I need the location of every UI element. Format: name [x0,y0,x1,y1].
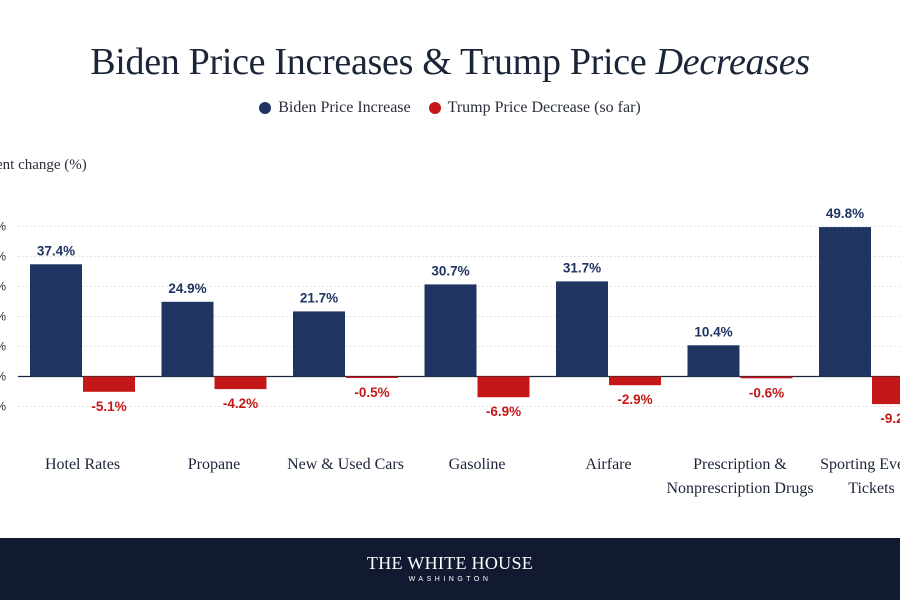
category-label: Airfare [585,456,631,473]
category-label-line: Tickets [848,480,895,497]
data-label-biden: 10.4% [694,324,732,339]
data-label-trump: -5.1% [91,399,126,414]
category-label-line: New & Used Cars [287,456,404,473]
y-tick-label: 30% [0,280,6,294]
y-tick-label: 40% [0,250,6,264]
category-label: Propane [188,456,240,473]
y-tick-label: -10% [0,400,6,414]
data-label-trump: -0.5% [354,385,389,400]
bar-biden [819,227,871,377]
bar-biden [556,281,608,377]
data-label-biden: 49.8% [826,206,864,221]
bar-biden [687,345,740,377]
y-tick-label: 50% [0,220,6,234]
legend-item-biden: Biden Price Increase [259,99,411,117]
y-tick-label: 0% [0,370,6,384]
legend-item-trump: Trump Price Decrease (so far) [428,99,641,117]
legend-swatch-biden [259,102,272,114]
footer-logo-subtitle: WASHINGTON [408,576,492,583]
data-label-trump: -9.2% [880,411,900,426]
category-label: Gasoline [449,456,506,473]
data-label-trump: -0.6% [749,385,784,400]
data-label-biden: 24.9% [168,281,206,296]
bar-trump [740,376,793,379]
bar-trump [83,376,135,392]
data-label-biden: 21.7% [300,290,338,305]
y-tick-label: 20% [0,310,6,324]
bar-trump [609,376,661,386]
data-label-trump: -2.9% [617,392,652,407]
data-label-biden: 30.7% [431,263,469,278]
bar-biden [30,264,82,377]
bar-trump [872,376,900,405]
bar-biden [424,284,477,377]
legend-label-biden: Biden Price Increase [278,99,411,116]
category-label: Sporting Events Tickets [820,456,900,497]
data-label-biden: 37.4% [37,243,75,258]
chart-title: Biden Price Increases & Trump Price Decr… [0,40,900,84]
legend-label-trump: Trump Price Decrease (so far) [447,99,641,116]
bar-biden [293,311,345,377]
data-label-biden: 31.7% [563,260,601,275]
category-label-line: Hotel Rates [45,456,120,473]
data-label-trump: -6.9% [486,404,521,419]
category-label-line: Gasoline [449,456,506,473]
bar-trump [477,376,530,398]
category-label: Prescription & Nonprescription Drugs [666,456,813,497]
category-label-line: Propane [188,456,240,473]
category-label-line: Airfare [585,456,631,473]
category-label-line: Nonprescription Drugs [666,480,813,497]
chart-legend: Biden Price Increase Trump Price Decreas… [0,99,900,117]
category-label: New & Used Cars [287,456,404,473]
chart-title-emphasis: Decreases [655,41,810,83]
legend-swatch-trump [428,102,441,114]
bar-trump [214,376,267,390]
bar-biden [161,301,214,377]
bar-trump [346,376,398,378]
y-axis-label: ent change (%) [0,157,87,173]
y-tick-label: 10% [0,340,6,354]
data-label-trump: -4.2% [223,396,258,411]
category-label: Hotel Rates [45,456,120,473]
chart-title-text: Biden Price Increases & Trump Price [90,41,647,83]
footer-banner: THE WHITE HOUSE WASHINGTON [0,538,900,600]
footer-logo-title: THE WHITE HOUSE [366,553,534,573]
bar-chart: ent change (%) -10% 0% 10% 20% 30% 40% 50% 37.4%… [0,157,900,497]
category-label-line: Sporting Events [820,456,900,473]
category-label-line: Prescription & [693,456,787,473]
